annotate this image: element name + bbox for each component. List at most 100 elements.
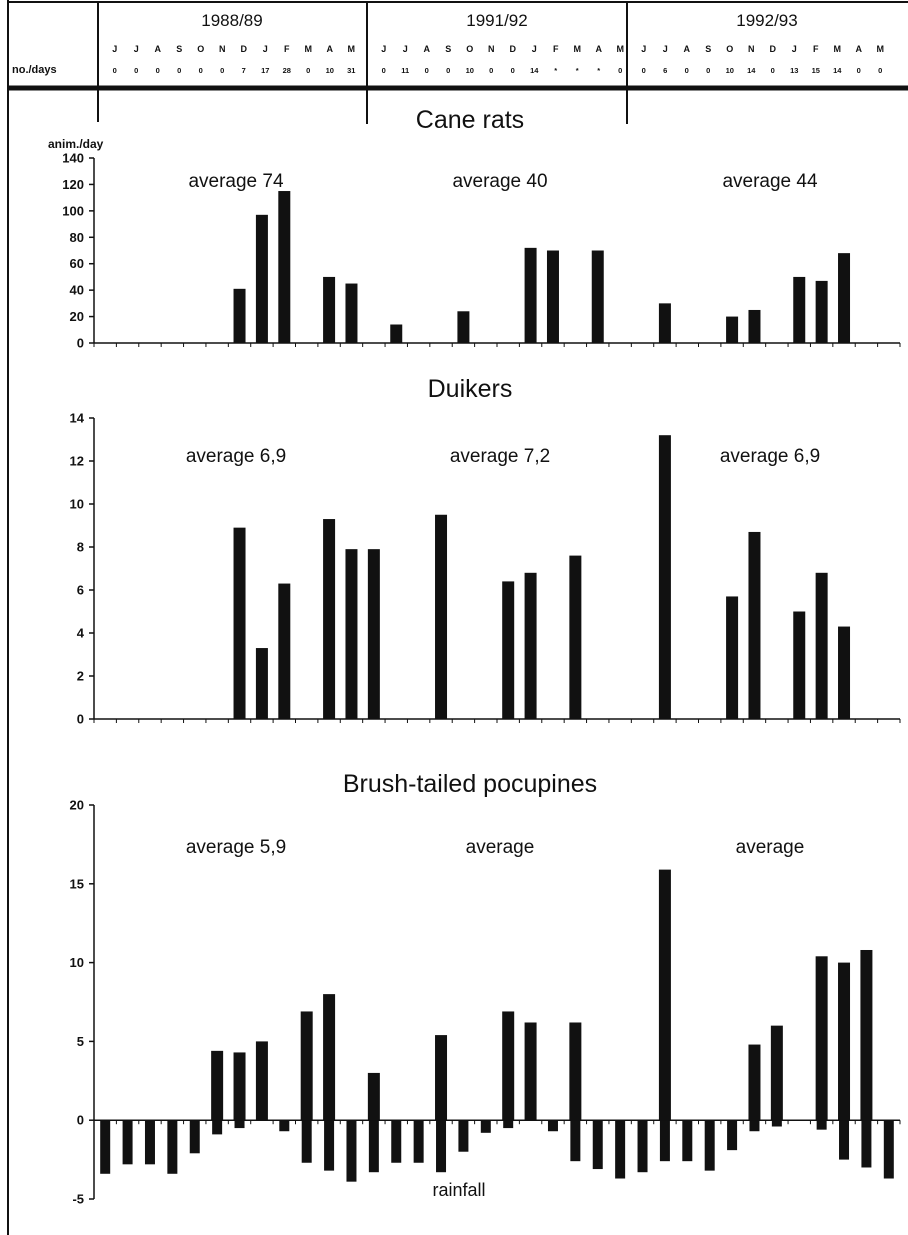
data-bar	[435, 1035, 448, 1121]
data-bar	[255, 648, 268, 719]
rainfall-bar	[189, 1120, 200, 1154]
data-bar	[838, 253, 851, 343]
rainfall-bar	[436, 1120, 447, 1173]
header-days-value: 7	[242, 66, 246, 75]
header-month-label: A	[596, 44, 603, 54]
data-bar	[591, 250, 604, 343]
header-month-label: J	[792, 44, 797, 54]
header-days-value: 28	[283, 66, 291, 75]
header-month-label: M	[834, 44, 842, 54]
y-tick-label: 2	[77, 669, 84, 684]
rainfall-bar	[503, 1120, 514, 1129]
header-month-label: F	[284, 44, 290, 54]
header-month-label: F	[813, 44, 819, 54]
rainfall-bar	[144, 1120, 155, 1165]
rainfall-bar	[570, 1120, 581, 1162]
data-bar	[435, 514, 448, 719]
rainfall-bar	[234, 1120, 245, 1129]
chart-title: Brush-tailed pocupines	[343, 770, 597, 798]
header-days-value: 0	[134, 66, 138, 75]
header-month-label: A	[856, 44, 863, 54]
data-bar	[323, 519, 336, 719]
rainfall-bar	[816, 1120, 827, 1130]
header-month-label: N	[748, 44, 755, 54]
data-bar	[726, 596, 739, 719]
data-bar	[278, 191, 291, 343]
header-days-value: 0	[489, 66, 493, 75]
header-days-value: *	[576, 66, 579, 75]
rainfall-bar	[749, 1120, 760, 1132]
data-bar	[658, 869, 671, 1121]
header-days-value: 11	[401, 66, 409, 75]
rainfall-bar	[547, 1120, 558, 1132]
y-tick-label: 12	[70, 454, 84, 469]
y-tick-label: 15	[70, 876, 84, 891]
header-month-label: S	[705, 44, 711, 54]
header-month-label: N	[219, 44, 226, 54]
header-month-label: M	[617, 44, 625, 54]
y-tick-label: 0	[77, 336, 84, 351]
data-bar	[748, 531, 761, 719]
header-month-label: O	[726, 44, 733, 54]
data-bar	[524, 572, 537, 719]
rainfall-bar	[167, 1120, 178, 1174]
data-bar	[726, 316, 739, 343]
header-month-label: A	[424, 44, 431, 54]
header-month-label: J	[532, 44, 537, 54]
header-month-label: M	[348, 44, 356, 54]
average-label: average 74	[188, 171, 284, 192]
header-month-label: D	[510, 44, 517, 54]
rainfall-bar	[637, 1120, 648, 1173]
rainfall-bar	[659, 1120, 670, 1162]
header-days-value: 10	[326, 66, 334, 75]
data-bar	[323, 994, 336, 1121]
data-bar	[569, 1022, 582, 1121]
header-days-value: 0	[706, 66, 710, 75]
y-tick-label: 60	[70, 256, 84, 271]
data-bar	[748, 1044, 761, 1121]
data-bar	[838, 962, 851, 1121]
data-bar	[658, 435, 671, 719]
header-days-value: 0	[771, 66, 775, 75]
data-bar	[815, 280, 828, 343]
header-month-label: M	[877, 44, 885, 54]
y-tick-label: 80	[70, 230, 84, 245]
header-days-value: 31	[347, 66, 355, 75]
header-month-label: A	[327, 44, 334, 54]
rainfall-bar	[615, 1120, 626, 1179]
header-month-label: J	[134, 44, 139, 54]
header-days-value: 0	[199, 66, 203, 75]
rainfall-bar	[100, 1120, 111, 1174]
chart-title: Duikers	[428, 375, 513, 403]
rainfall-bar	[346, 1120, 357, 1182]
header-days-value: 14	[747, 66, 756, 75]
y-tick-label: 5	[77, 1034, 84, 1049]
rainfall-bar	[122, 1120, 133, 1165]
header-month-label: O	[197, 44, 204, 54]
header-month-label: M	[574, 44, 582, 54]
header-month-label: J	[381, 44, 386, 54]
data-bar	[748, 309, 761, 343]
header-days-value: 0	[685, 66, 689, 75]
y-tick-label: 0	[77, 1113, 84, 1128]
header-days-value: 0	[113, 66, 117, 75]
header-days-value: 14	[530, 66, 539, 75]
y-tick-label: 20	[70, 309, 84, 324]
data-bar	[457, 311, 470, 343]
data-bar	[345, 549, 358, 719]
rainfall-bar	[458, 1120, 469, 1152]
header-month-label: M	[305, 44, 313, 54]
y-tick-label: 40	[70, 283, 84, 298]
header-month-label: S	[445, 44, 451, 54]
data-bar	[793, 611, 806, 719]
rainfall-bar	[279, 1120, 290, 1132]
data-bar	[345, 283, 358, 343]
header-days-value: 10	[726, 66, 734, 75]
header-month-label: J	[663, 44, 668, 54]
header-days-value: 0	[306, 66, 310, 75]
header-period-label: 1992/93	[736, 11, 797, 30]
header-days-value: 0	[618, 66, 622, 75]
header-days-value: 0	[220, 66, 224, 75]
data-bar	[502, 581, 515, 719]
